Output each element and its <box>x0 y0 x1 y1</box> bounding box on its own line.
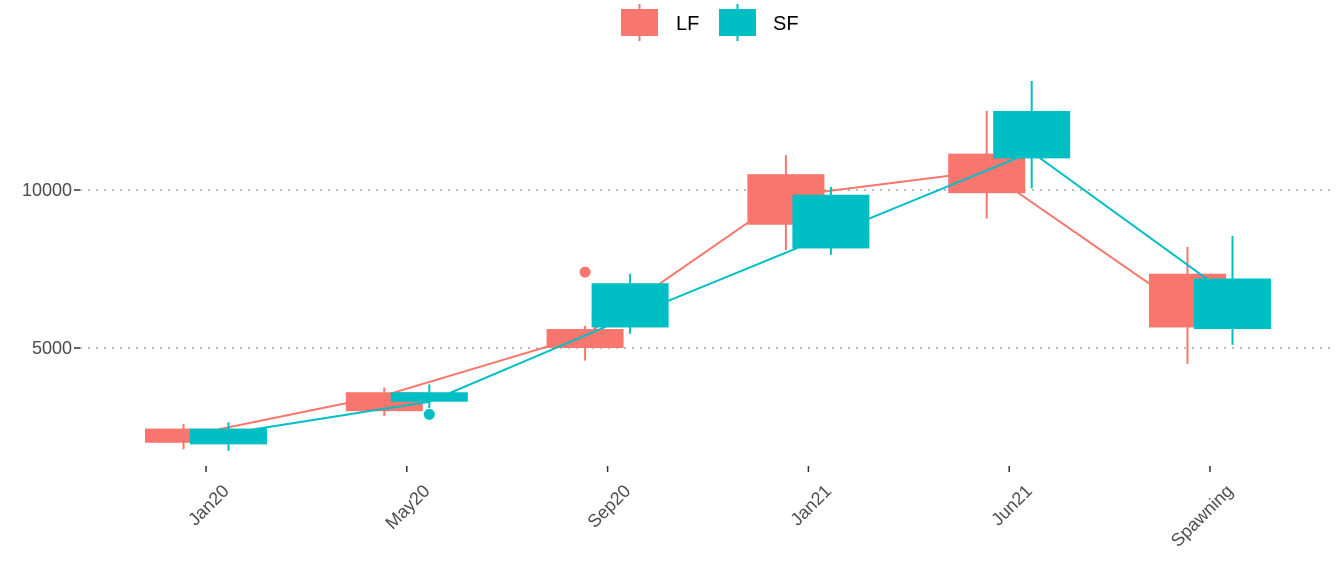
outlier-point <box>423 408 435 420</box>
box-iqr <box>1194 278 1271 330</box>
box-sf-may20 <box>390 384 468 420</box>
legend-item-sf: SF <box>719 4 799 41</box>
plot-area <box>145 80 1271 451</box>
x-tick-label-jun21: Jun21 <box>987 481 1036 530</box>
x-axis: Jan20 May20 Sep20 Jan21 Jun21 Spawning <box>184 466 1237 551</box>
box-sf-jan20 <box>190 422 267 451</box>
box-iqr <box>993 111 1071 159</box>
y-tick-label-10000: 10000 <box>22 180 72 200</box>
box-iqr <box>792 194 870 249</box>
trend-line-sf <box>228 150 1234 435</box>
x-tick-label-spawning: Spawning <box>1167 481 1237 551</box>
y-axis-labels: 5000 10000 <box>22 180 80 358</box>
box-sf-jun21 <box>993 80 1071 189</box>
legend-label: SF <box>773 13 799 35</box>
legend: LF SF <box>621 4 799 41</box>
legend-item-lf: LF <box>621 4 699 41</box>
x-tick-label-jan21: Jan21 <box>786 481 835 530</box>
trend-line-lf <box>183 170 1189 438</box>
gridlines <box>80 189 1334 349</box>
x-tick-label-may20: May20 <box>381 481 433 533</box>
x-tick-label-sep20: Sep20 <box>583 481 634 532</box>
box-sf-spawning <box>1194 235 1271 345</box>
y-tick-label-5000: 5000 <box>32 338 72 358</box>
box-sf-jan21 <box>792 186 870 255</box>
outlier-point <box>579 266 591 278</box>
x-tick-label-jan20: Jan20 <box>184 481 233 530</box>
legend-label: LF <box>676 13 699 35</box>
box-sf-sep20 <box>591 273 669 334</box>
